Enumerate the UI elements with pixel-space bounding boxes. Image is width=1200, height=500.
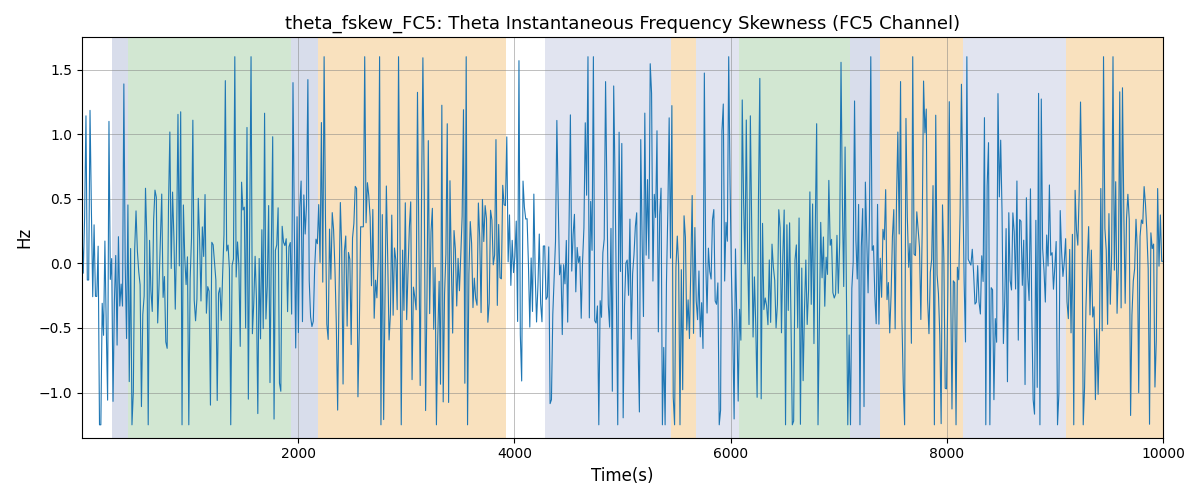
Bar [318,38,505,438]
Bar [964,38,1066,438]
Bar [545,38,671,438]
Bar [128,38,290,438]
Bar [850,38,880,438]
Bar [1066,38,1163,438]
Bar [112,38,128,438]
Bar [880,38,964,438]
X-axis label: Time(s): Time(s) [592,467,654,485]
Bar [671,38,696,438]
Title: theta_fskew_FC5: Theta Instantaneous Frequency Skewness (FC5 Channel): theta_fskew_FC5: Theta Instantaneous Fre… [284,15,960,34]
Bar [696,38,739,438]
Bar [290,38,318,438]
Bar [739,38,850,438]
Y-axis label: Hz: Hz [14,227,32,248]
